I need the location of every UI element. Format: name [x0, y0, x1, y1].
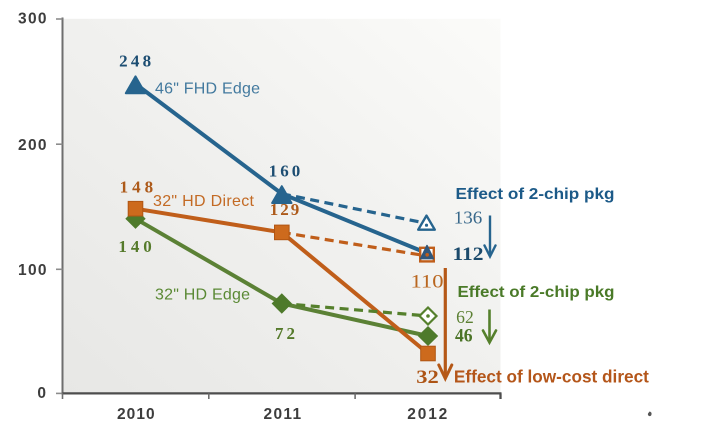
svg-text:32" HD Direct: 32" HD Direct: [153, 193, 255, 210]
svg-text:160: 160: [269, 162, 301, 181]
svg-text:46: 46: [455, 326, 473, 347]
svg-text:32: 32: [416, 367, 439, 388]
svg-text:2011: 2011: [264, 406, 302, 423]
svg-text:136: 136: [454, 207, 483, 227]
svg-text:129: 129: [270, 200, 300, 219]
svg-text:Effect of low-cost direct: Effect of low-cost direct: [454, 366, 649, 386]
svg-text:140: 140: [118, 237, 151, 256]
svg-text:300: 300: [18, 11, 47, 28]
svg-text:2012: 2012: [407, 406, 447, 423]
svg-text:112: 112: [453, 244, 484, 265]
svg-text:100: 100: [18, 262, 47, 279]
svg-text:148: 148: [120, 177, 154, 196]
svg-text:46" FHD Edge: 46" FHD Edge: [155, 81, 260, 98]
svg-text:2010: 2010: [117, 406, 155, 423]
svg-text:Effect of 2-chip pkg: Effect of 2-chip pkg: [458, 284, 615, 301]
svg-text:248: 248: [119, 51, 151, 70]
svg-text:62: 62: [456, 307, 474, 327]
svg-text:200: 200: [18, 137, 47, 154]
svg-text:110: 110: [411, 272, 444, 292]
svg-text:0: 0: [37, 385, 46, 402]
svg-text:Effect of 2-chip pkg: Effect of 2-chip pkg: [456, 186, 615, 203]
svg-text:32" HD Edge: 32" HD Edge: [155, 287, 250, 304]
